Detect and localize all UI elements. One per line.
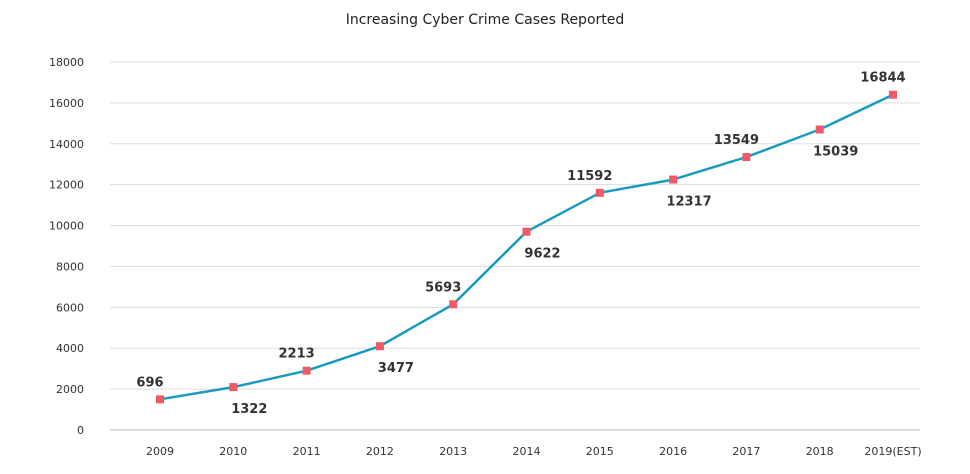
data-labels: 696 1322 2213 3477 5693 9622 11592 12317 13549 15… — [136, 71, 905, 417]
x-tick-label: 2015 — [586, 445, 614, 458]
data-label: 2213 — [279, 347, 315, 362]
data-point — [669, 175, 678, 184]
data-label: 13549 — [714, 133, 759, 148]
x-tick-label: 2014 — [513, 445, 541, 458]
data-points — [156, 90, 897, 404]
x-tick-label: 2016 — [659, 445, 687, 458]
x-tick-label: 2009 — [146, 445, 174, 458]
y-axis-ticks: 0 2000 4000 6000 8000 10000 12000 14000 16000 180… — [49, 56, 84, 437]
data-label: 5693 — [425, 280, 461, 295]
data-point — [449, 300, 458, 309]
x-tick-label: 2018 — [806, 445, 834, 458]
data-point — [156, 395, 164, 404]
data-point — [889, 90, 897, 99]
x-axis-ticks: 2009 2010 2011 2012 2013 2014 2015 2016 2017 2018… — [146, 445, 922, 458]
data-label: 9622 — [524, 247, 560, 262]
data-point — [742, 153, 751, 162]
x-tick-label: 2013 — [439, 445, 467, 458]
y-tick-label: 18000 — [49, 56, 84, 69]
data-label: 696 — [136, 375, 163, 390]
data-label: 15039 — [813, 144, 858, 159]
x-tick-label: 2011 — [293, 445, 321, 458]
y-tick-label: 16000 — [49, 97, 84, 110]
y-tick-label: 8000 — [56, 260, 84, 273]
x-tick-label: 2012 — [366, 445, 394, 458]
x-tick-label: 2019(EST) — [864, 445, 921, 458]
y-tick-label: 6000 — [56, 301, 84, 314]
data-point — [375, 342, 384, 351]
gridlines — [110, 61, 920, 431]
y-tick-label: 14000 — [49, 138, 84, 151]
y-tick-label: 2000 — [56, 383, 84, 396]
data-point — [522, 227, 531, 236]
x-tick-label: 2017 — [732, 445, 760, 458]
data-point — [302, 366, 311, 375]
data-label: 11592 — [567, 169, 612, 184]
data-point — [595, 188, 604, 197]
y-tick-label: 10000 — [49, 220, 84, 233]
x-tick-label: 2010 — [219, 445, 247, 458]
y-tick-label: 12000 — [49, 179, 84, 192]
y-tick-label: 4000 — [56, 342, 84, 355]
data-label: 12317 — [666, 195, 711, 210]
chart-title: Increasing Cyber Crime Cases Reported — [345, 12, 625, 28]
data-label: 3477 — [378, 361, 414, 376]
data-point — [229, 383, 238, 392]
y-tick-label: 0 — [77, 424, 84, 437]
data-point — [815, 125, 824, 134]
data-label: 1322 — [231, 402, 267, 417]
data-label: 16844 — [860, 71, 905, 86]
